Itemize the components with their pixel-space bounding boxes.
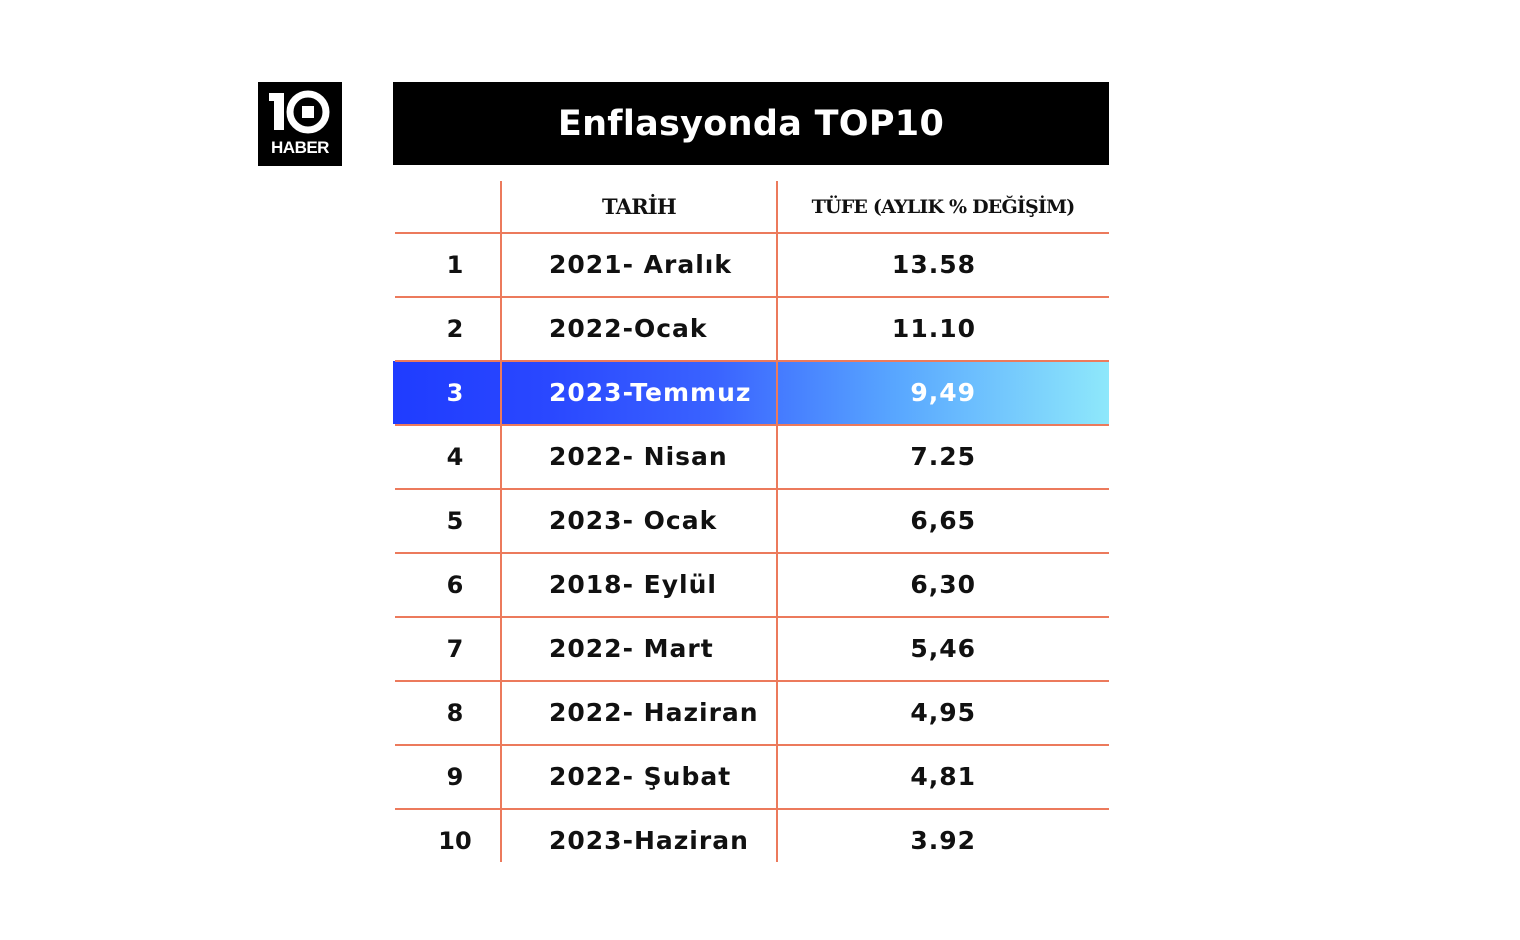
rank-cell: 9 [446, 762, 464, 791]
cpi-value-cell: 4,81 [910, 762, 976, 791]
row-divider [395, 808, 1109, 810]
table-row: 9 2022- Şubat 4,81 [393, 745, 1109, 808]
row-divider [395, 360, 1109, 362]
column-header-date: TARİH [602, 194, 677, 219]
table-row: 7 2022- Mart 5,46 [393, 617, 1109, 680]
date-cell: 2022- Şubat [549, 762, 732, 791]
date-cell: 2021- Aralık [549, 250, 732, 279]
date-cell: 2022-Ocak [549, 314, 708, 343]
rank-cell: 5 [446, 506, 464, 535]
cpi-value-cell: 7.25 [910, 442, 976, 471]
column-divider [776, 181, 778, 862]
ten-haber-logo-icon [269, 90, 330, 134]
rank-cell: 10 [438, 826, 472, 855]
table-row: 6 2018- Eylül 6,30 [393, 553, 1109, 616]
cpi-value-cell: 6,30 [910, 570, 976, 599]
row-divider [395, 232, 1109, 234]
rank-cell: 8 [446, 698, 464, 727]
row-divider [395, 488, 1109, 490]
row-divider [395, 616, 1109, 618]
table-row-highlighted: 3 2023-Temmuz 9,49 [393, 361, 1109, 424]
date-cell: 2018- Eylül [549, 570, 717, 599]
cpi-value-cell: 6,65 [910, 506, 976, 535]
page-title: Enflasyonda TOP10 [393, 82, 1109, 165]
column-divider [500, 181, 502, 862]
cpi-value-cell: 11.10 [891, 314, 976, 343]
logo-label: HABER [271, 138, 329, 157]
cpi-value-cell: 5,46 [910, 634, 976, 663]
rank-cell: 7 [446, 634, 464, 663]
row-divider [395, 744, 1109, 746]
table-row: 8 2022- Haziran 4,95 [393, 681, 1109, 744]
date-cell: 2022- Mart [549, 634, 714, 663]
date-cell: 2022- Haziran [549, 698, 759, 727]
table-row: 5 2023- Ocak 6,65 [393, 489, 1109, 552]
cpi-value-cell: 13.58 [891, 250, 976, 279]
table-row: 1 2021- Aralık 13.58 [393, 233, 1109, 296]
date-cell: 2023-Haziran [549, 826, 749, 855]
rank-cell: 6 [446, 570, 464, 599]
cpi-value-cell: 4,95 [910, 698, 976, 727]
brand-logo: HABER [258, 82, 342, 166]
row-divider [395, 552, 1109, 554]
row-divider [395, 296, 1109, 298]
date-cell: 2023-Temmuz [549, 378, 752, 407]
table-row: 2 2022-Ocak 11.10 [393, 297, 1109, 360]
table-row: 4 2022- Nisan 7.25 [393, 425, 1109, 488]
date-cell: 2022- Nisan [549, 442, 728, 471]
table-row: 10 2023-Haziran 3.92 [393, 809, 1109, 872]
row-divider [395, 680, 1109, 682]
rank-cell: 4 [446, 442, 464, 471]
row-divider [395, 424, 1109, 426]
rank-cell: 1 [446, 250, 464, 279]
date-cell: 2023- Ocak [549, 506, 718, 535]
inflation-table: TARİH TÜFE (AYLIK % DEĞİŞİM) 1 2021- Aral… [393, 181, 1109, 862]
column-header-cpi: TÜFE (AYLIK % DEĞİŞİM) [811, 195, 1076, 218]
cpi-value-cell: 3.92 [910, 826, 976, 855]
rank-cell: 2 [446, 314, 464, 343]
cpi-value-cell: 9,49 [910, 378, 976, 407]
rank-cell: 3 [446, 378, 464, 407]
